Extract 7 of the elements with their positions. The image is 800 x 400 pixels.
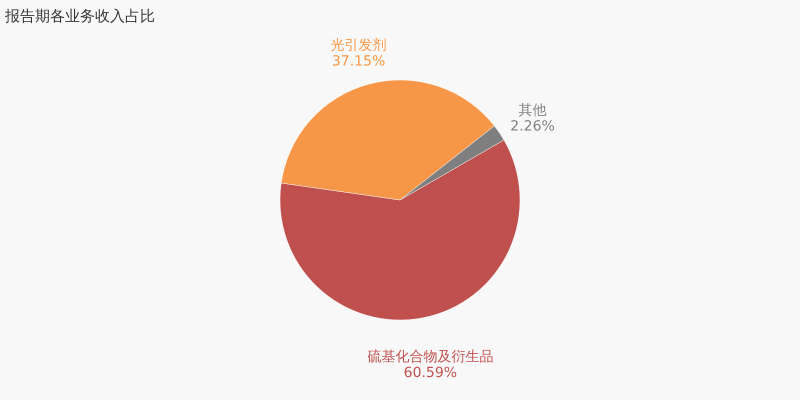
text: 报告期各业务收入占比 [4, 7, 155, 25]
slice-label: 硫基化合物及衍生品 [367, 349, 494, 366]
slice-label: 光引发剂 [330, 37, 387, 54]
slice-label: 其他 [518, 102, 547, 118]
data-label: 37.15% [332, 53, 386, 70]
data-label: 60.59% [404, 365, 458, 382]
data-label: 2.26% [510, 118, 555, 134]
